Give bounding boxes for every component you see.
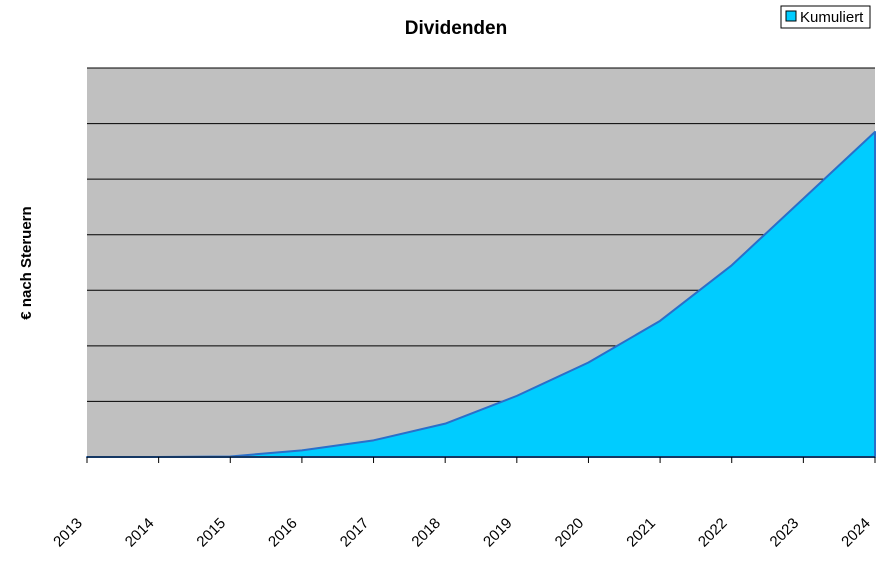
x-tick-label: 2015: [193, 515, 229, 551]
x-axis-ticks: [86, 457, 876, 463]
y-axis-label: € nach Steruern: [18, 206, 35, 319]
x-tick-label: 2016: [265, 515, 301, 551]
x-tick-label: 2019: [480, 515, 516, 551]
legend: Kumuliert: [780, 5, 871, 29]
x-tick-label: 2014: [122, 515, 158, 551]
area-series-kumuliert: [86, 130, 876, 458]
x-tick-label: 2017: [337, 515, 373, 551]
legend-label: Kumuliert: [800, 9, 864, 26]
x-tick-label: 2022: [695, 515, 731, 551]
chart-title: Dividenden: [405, 18, 507, 39]
x-tick-label: 2024: [838, 515, 874, 551]
x-tick-label: 2023: [767, 515, 803, 551]
legend-box: [780, 5, 871, 29]
x-tick-label: 2020: [552, 515, 588, 551]
legend-swatch: [785, 10, 797, 22]
x-tick-label: 2021: [623, 515, 659, 551]
plot-area: 2013 2014 2015 2016 2017 2018 2019 2020 2021 2022…: [50, 67, 876, 551]
x-tick-label: 2018: [408, 515, 444, 551]
x-axis-tick-labels: 2013 2014 2015 2016 2017 2018 2019 2020 2021 2022…: [50, 515, 874, 551]
gridlines: [87, 67, 875, 402]
x-tick-label: 2013: [50, 515, 86, 551]
